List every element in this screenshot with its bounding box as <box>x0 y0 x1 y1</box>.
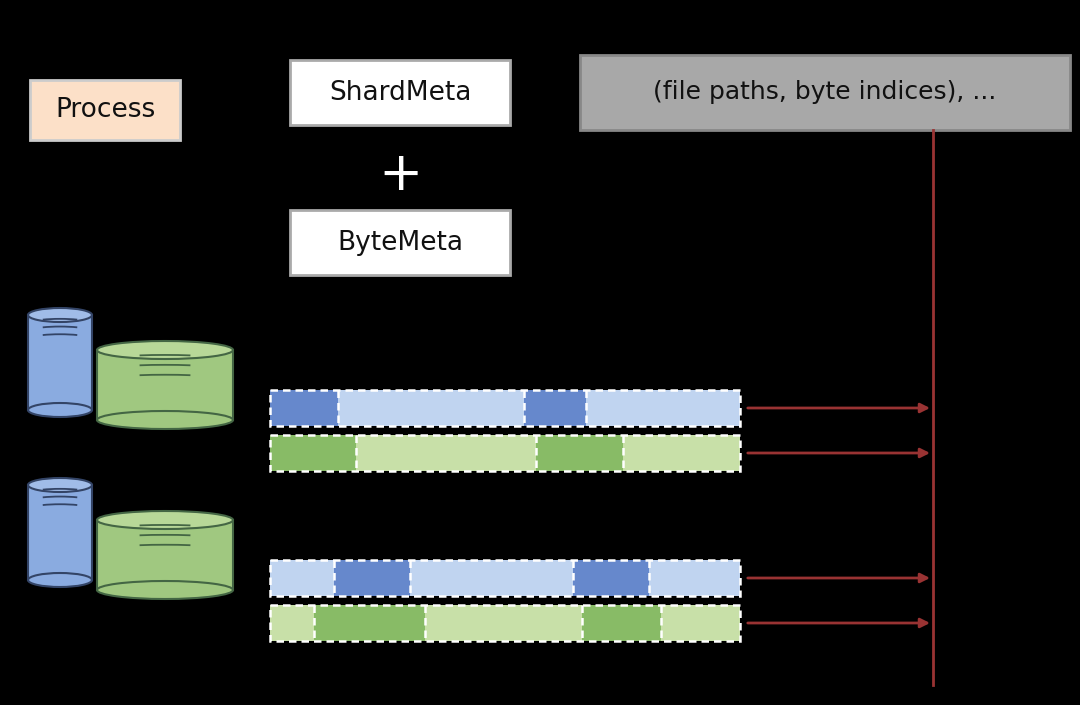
Ellipse shape <box>28 478 92 492</box>
Text: ByteMeta: ByteMeta <box>337 230 463 255</box>
Bar <box>661 605 740 641</box>
Bar <box>28 315 92 410</box>
Bar <box>291 60 510 125</box>
Bar <box>537 435 622 471</box>
Bar <box>580 55 1070 130</box>
Bar <box>649 560 740 596</box>
Bar <box>573 560 649 596</box>
Bar <box>409 560 573 596</box>
Bar <box>270 390 338 426</box>
Ellipse shape <box>97 581 233 599</box>
Bar <box>97 520 233 590</box>
Bar <box>270 605 740 641</box>
Bar <box>525 390 586 426</box>
Ellipse shape <box>28 308 92 322</box>
Text: ShardMeta: ShardMeta <box>328 80 471 106</box>
Bar <box>30 80 180 140</box>
Text: +: + <box>378 149 422 201</box>
Bar <box>291 210 510 275</box>
Bar <box>424 605 582 641</box>
Ellipse shape <box>28 403 92 417</box>
Bar <box>270 560 334 596</box>
Bar <box>356 435 537 471</box>
Bar <box>270 390 740 426</box>
Bar <box>582 605 661 641</box>
Bar <box>270 435 356 471</box>
Ellipse shape <box>28 573 92 587</box>
Bar <box>334 560 409 596</box>
Bar <box>338 390 525 426</box>
Bar <box>28 485 92 580</box>
Bar <box>586 390 740 426</box>
Bar <box>270 605 314 641</box>
Ellipse shape <box>97 411 233 429</box>
Bar <box>622 435 740 471</box>
Text: (file paths, byte indices), ...: (file paths, byte indices), ... <box>653 80 997 104</box>
Bar <box>314 605 424 641</box>
Bar <box>270 560 740 596</box>
Ellipse shape <box>97 511 233 529</box>
Text: Process: Process <box>55 97 156 123</box>
Bar <box>97 350 233 420</box>
Bar <box>270 435 740 471</box>
Ellipse shape <box>97 341 233 359</box>
